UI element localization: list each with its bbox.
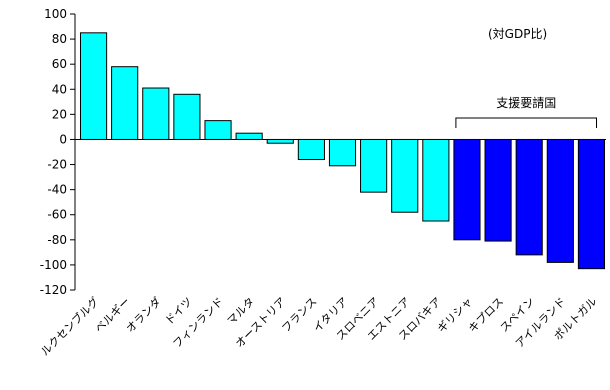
bar-12 — [453, 138, 481, 241]
y-tick-label: -80 — [47, 233, 67, 247]
bar-13 — [484, 138, 512, 242]
y-tick-label: 80 — [52, 32, 67, 46]
y-tick-label: 40 — [52, 82, 67, 96]
x-axis-labels: ルクセンブルグベルギーオランダドイツフィンランドマルタオーストリアフランスイタリ… — [38, 294, 600, 358]
bar-8 — [328, 138, 357, 167]
chart-note: (対GDP比) — [488, 27, 547, 41]
y-tick-label: -20 — [47, 158, 67, 172]
bar-14 — [515, 138, 543, 256]
bar-2 — [142, 87, 170, 140]
support-request-bracket — [455, 117, 598, 128]
y-axis: 100 80 60 40 20 0 -20 -40 -60 -80 -100 -120 — [40, 7, 76, 297]
bar-7 — [297, 138, 325, 161]
bar-4 — [204, 120, 232, 140]
y-tick-label: 100 — [44, 7, 67, 21]
y-tick-label: 60 — [52, 57, 67, 71]
bars — [79, 32, 606, 270]
bar-6 — [266, 138, 294, 144]
bar-3 — [173, 93, 201, 140]
bar-1 — [111, 66, 139, 140]
bar-15 — [546, 138, 574, 263]
bar-0 — [79, 32, 108, 140]
y-tick-label: 0 — [59, 132, 67, 146]
bar-16 — [577, 138, 606, 270]
bracket-line — [455, 117, 598, 128]
bracket-label: 支援要請国 — [496, 96, 556, 110]
y-tick-label: -120 — [40, 283, 67, 297]
y-tick-label: 20 — [52, 107, 67, 121]
y-tick-label: -40 — [47, 183, 67, 197]
bar-9 — [360, 138, 388, 193]
y-tick-label: -100 — [40, 258, 67, 272]
y-tick-label: -60 — [47, 208, 67, 222]
bar-11 — [422, 138, 450, 222]
bar-10 — [391, 138, 419, 213]
bar-5 — [235, 132, 263, 140]
